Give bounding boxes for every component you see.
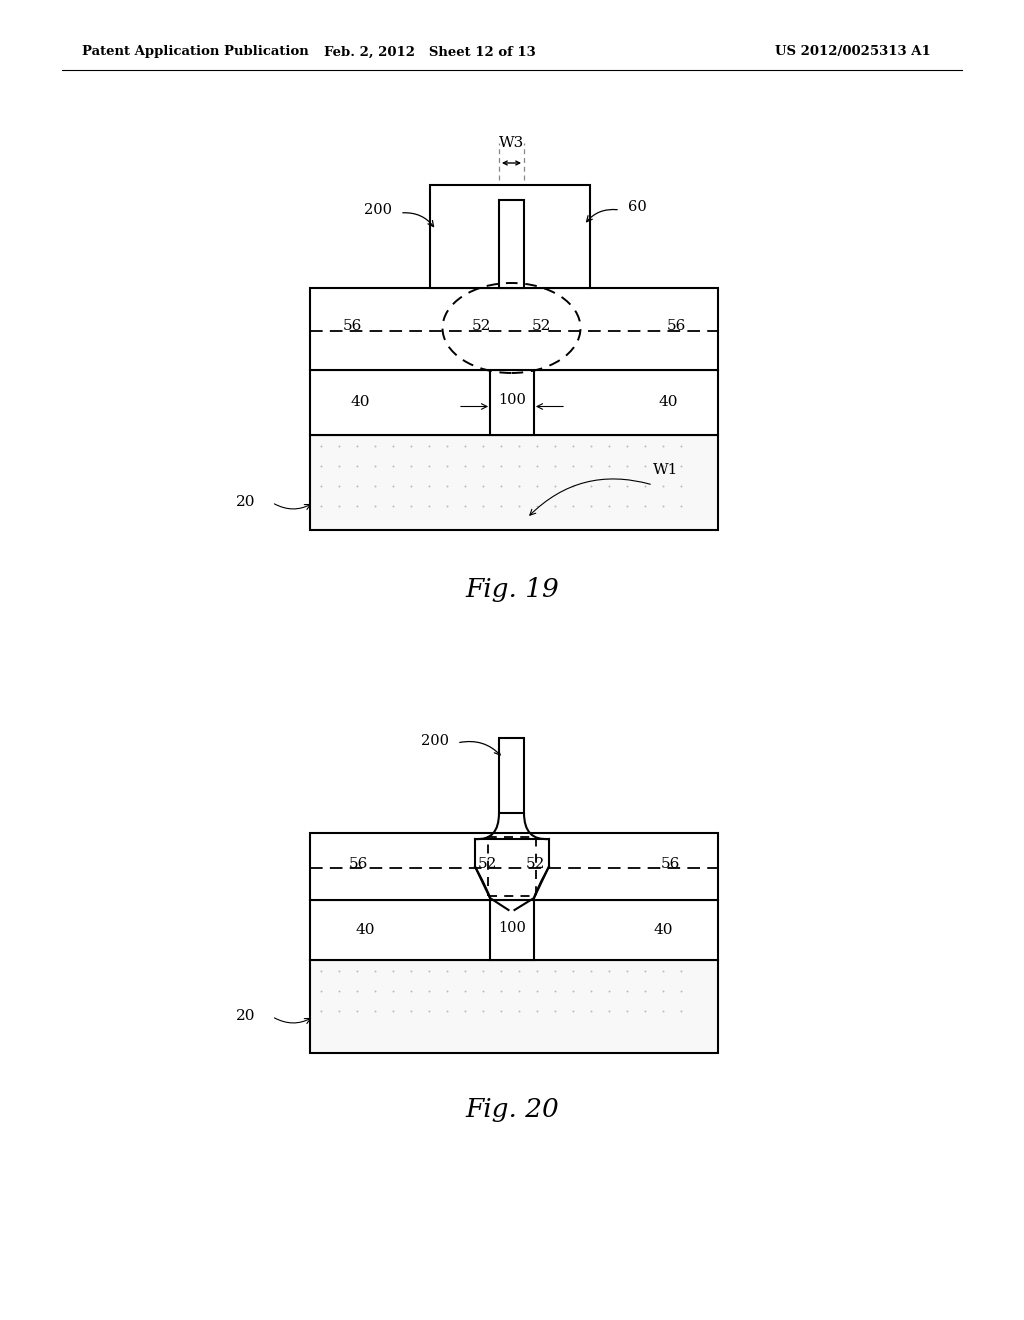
Text: 40: 40 bbox=[658, 396, 678, 409]
Text: 60: 60 bbox=[628, 201, 647, 214]
Text: W1: W1 bbox=[653, 463, 678, 477]
Bar bbox=[490, 900, 534, 960]
Bar bbox=[310, 900, 718, 960]
Text: 40: 40 bbox=[653, 923, 673, 937]
Bar bbox=[310, 833, 718, 900]
Bar bbox=[488, 837, 536, 896]
Text: Fig. 19: Fig. 19 bbox=[465, 578, 559, 602]
Bar bbox=[310, 370, 718, 436]
Bar bbox=[499, 738, 524, 813]
Bar bbox=[310, 436, 718, 531]
Text: Fig. 20: Fig. 20 bbox=[465, 1097, 559, 1122]
Text: 100: 100 bbox=[498, 393, 526, 408]
Text: 56: 56 bbox=[348, 857, 368, 870]
Text: 40: 40 bbox=[355, 923, 375, 937]
Text: Patent Application Publication: Patent Application Publication bbox=[82, 45, 309, 58]
Text: 52: 52 bbox=[472, 319, 492, 333]
Bar bbox=[490, 370, 534, 436]
Bar bbox=[310, 960, 718, 1053]
Text: 56: 56 bbox=[660, 857, 680, 870]
Text: 40: 40 bbox=[350, 396, 370, 409]
Text: Feb. 2, 2012   Sheet 12 of 13: Feb. 2, 2012 Sheet 12 of 13 bbox=[325, 45, 536, 58]
Text: 56: 56 bbox=[667, 319, 686, 333]
Bar bbox=[310, 288, 718, 370]
Text: 100: 100 bbox=[498, 921, 526, 935]
Text: 200: 200 bbox=[364, 203, 392, 216]
Text: 200: 200 bbox=[421, 734, 449, 748]
Text: 52: 52 bbox=[478, 857, 498, 870]
Text: 20: 20 bbox=[236, 495, 255, 510]
Bar bbox=[499, 201, 524, 288]
Text: 52: 52 bbox=[525, 857, 545, 870]
Text: W3: W3 bbox=[499, 136, 524, 150]
Text: 56: 56 bbox=[342, 319, 361, 333]
Text: 52: 52 bbox=[531, 319, 551, 333]
Text: US 2012/0025313 A1: US 2012/0025313 A1 bbox=[775, 45, 931, 58]
Bar bbox=[430, 185, 590, 288]
Text: 20: 20 bbox=[236, 1010, 255, 1023]
